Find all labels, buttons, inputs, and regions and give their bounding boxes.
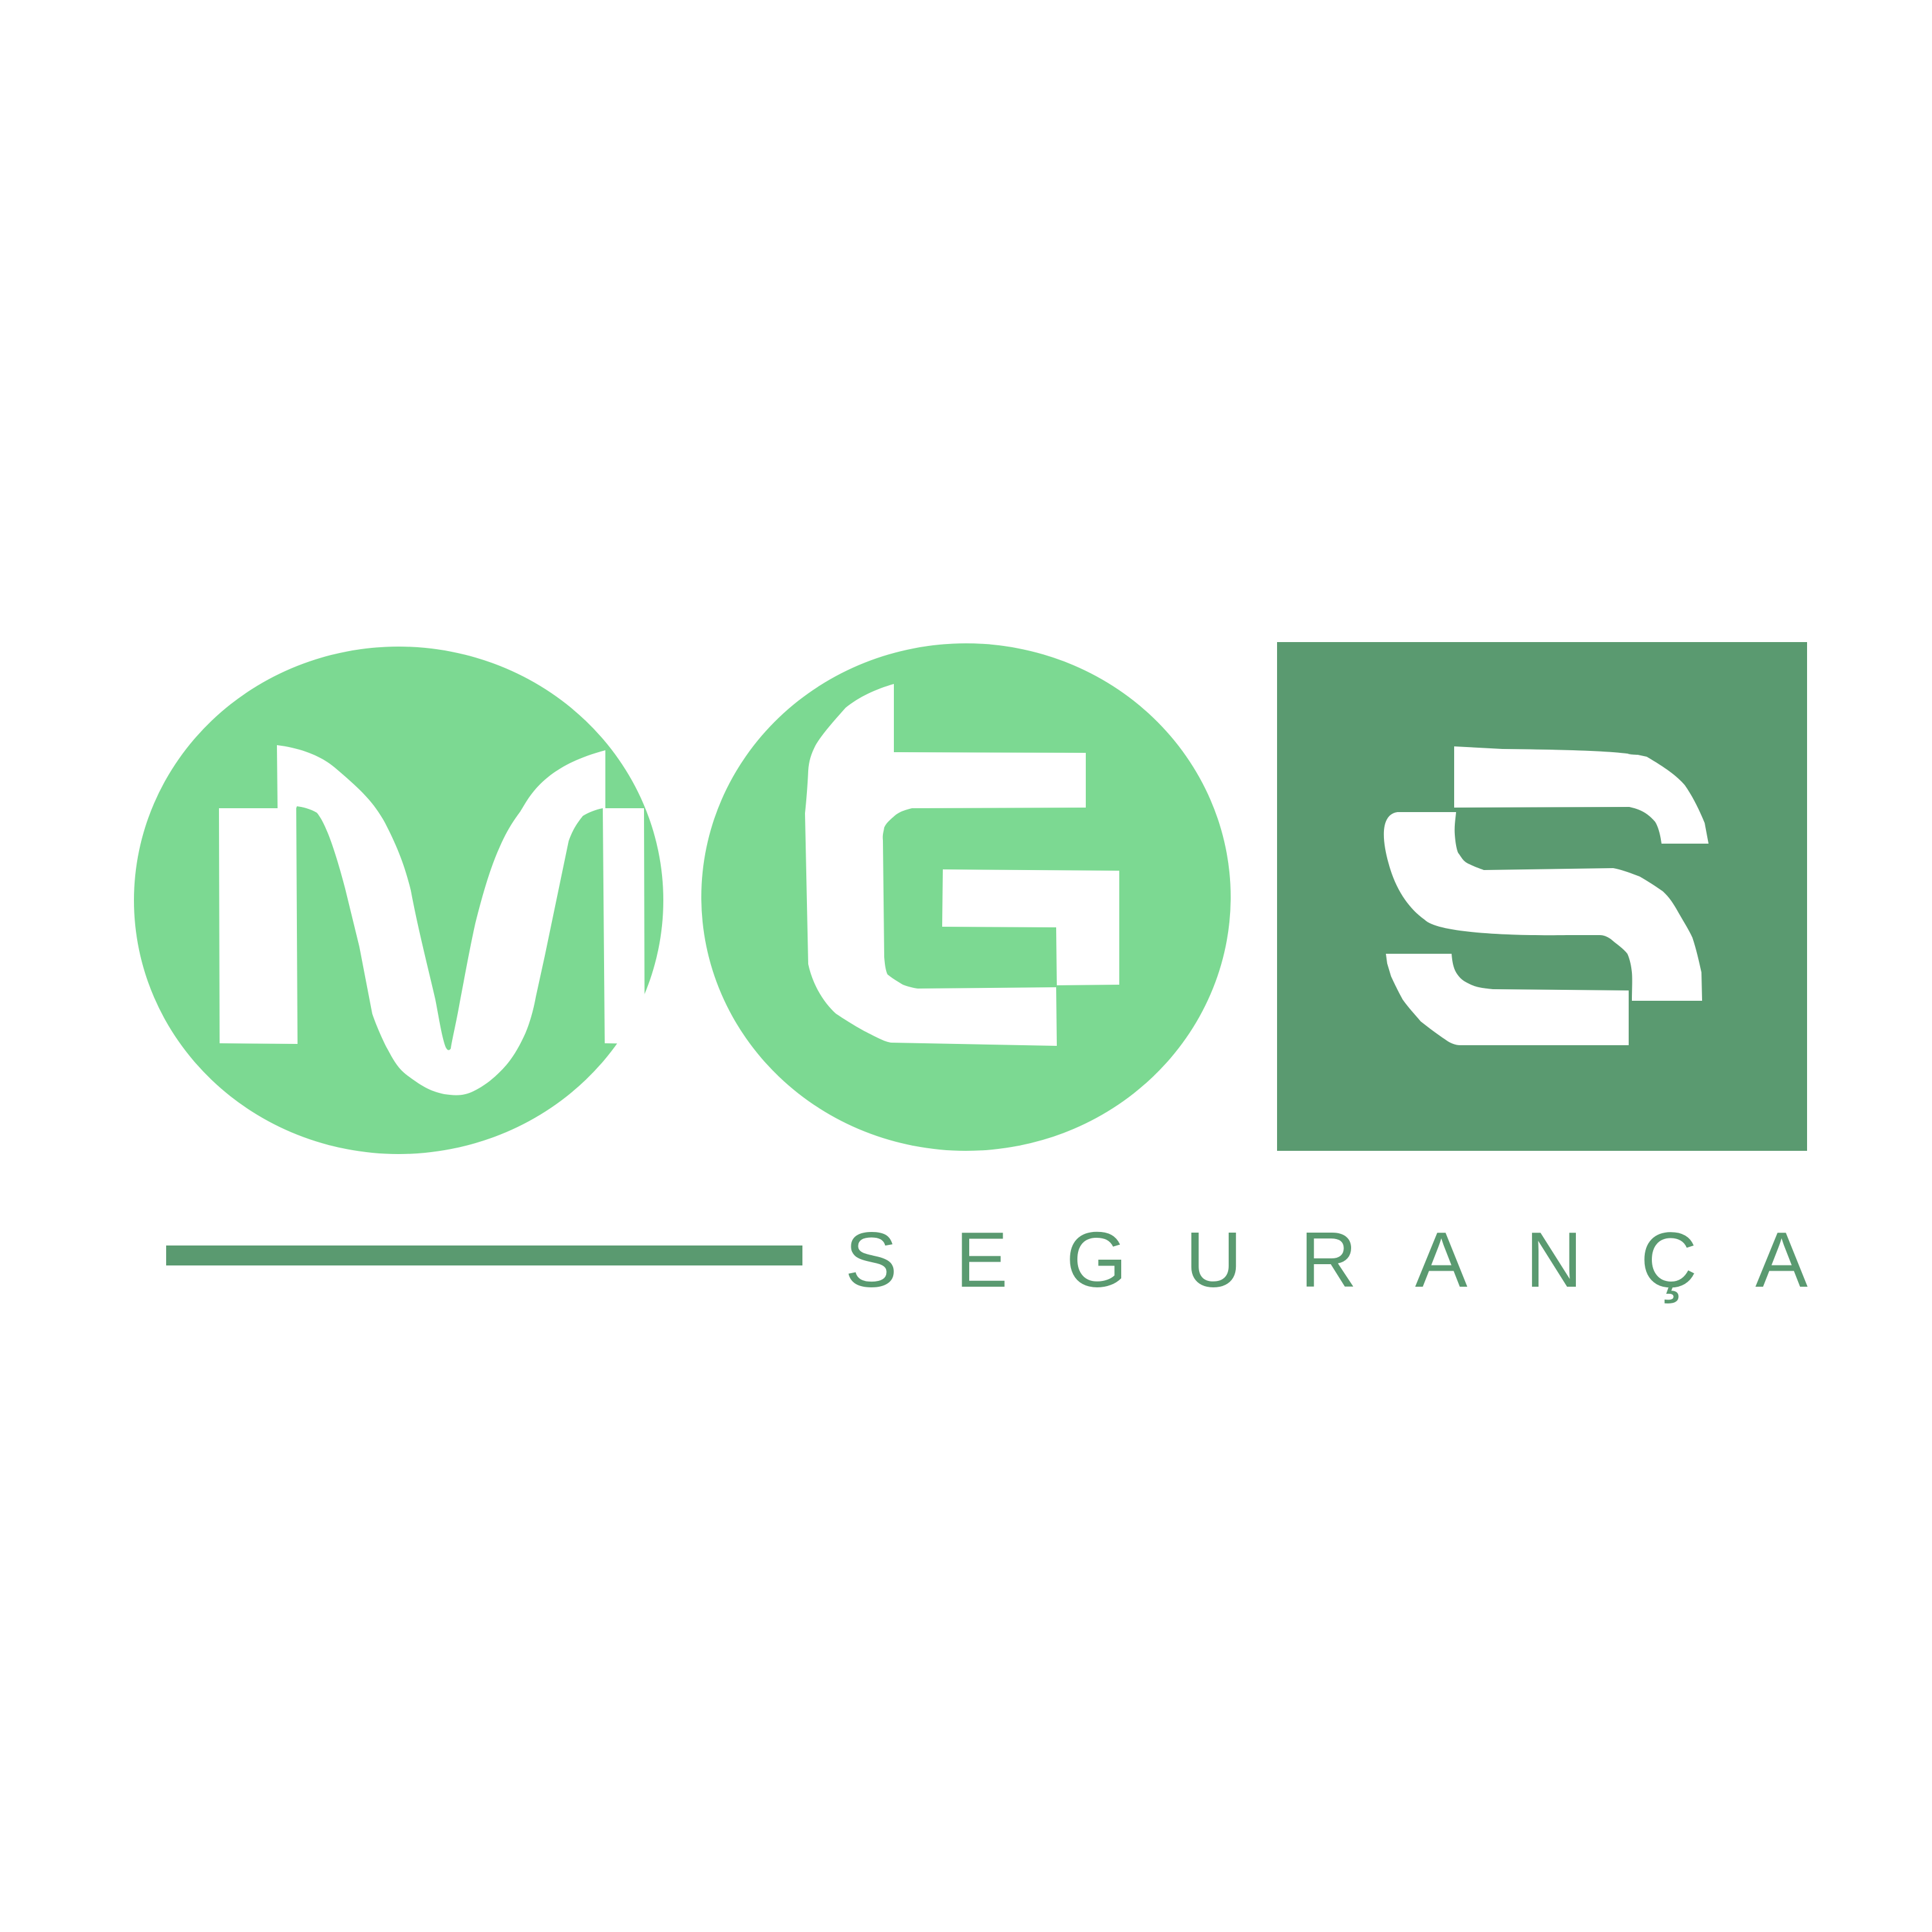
- tagline-divider: [166, 1245, 802, 1265]
- g-letter-icon: [805, 684, 1086, 1046]
- g-bar-icon: [942, 869, 1119, 985]
- m-letter-icon: [219, 745, 645, 1095]
- s-letter-icon: [1383, 746, 1709, 1045]
- tagline-text: SEGURANÇA: [845, 1216, 1808, 1303]
